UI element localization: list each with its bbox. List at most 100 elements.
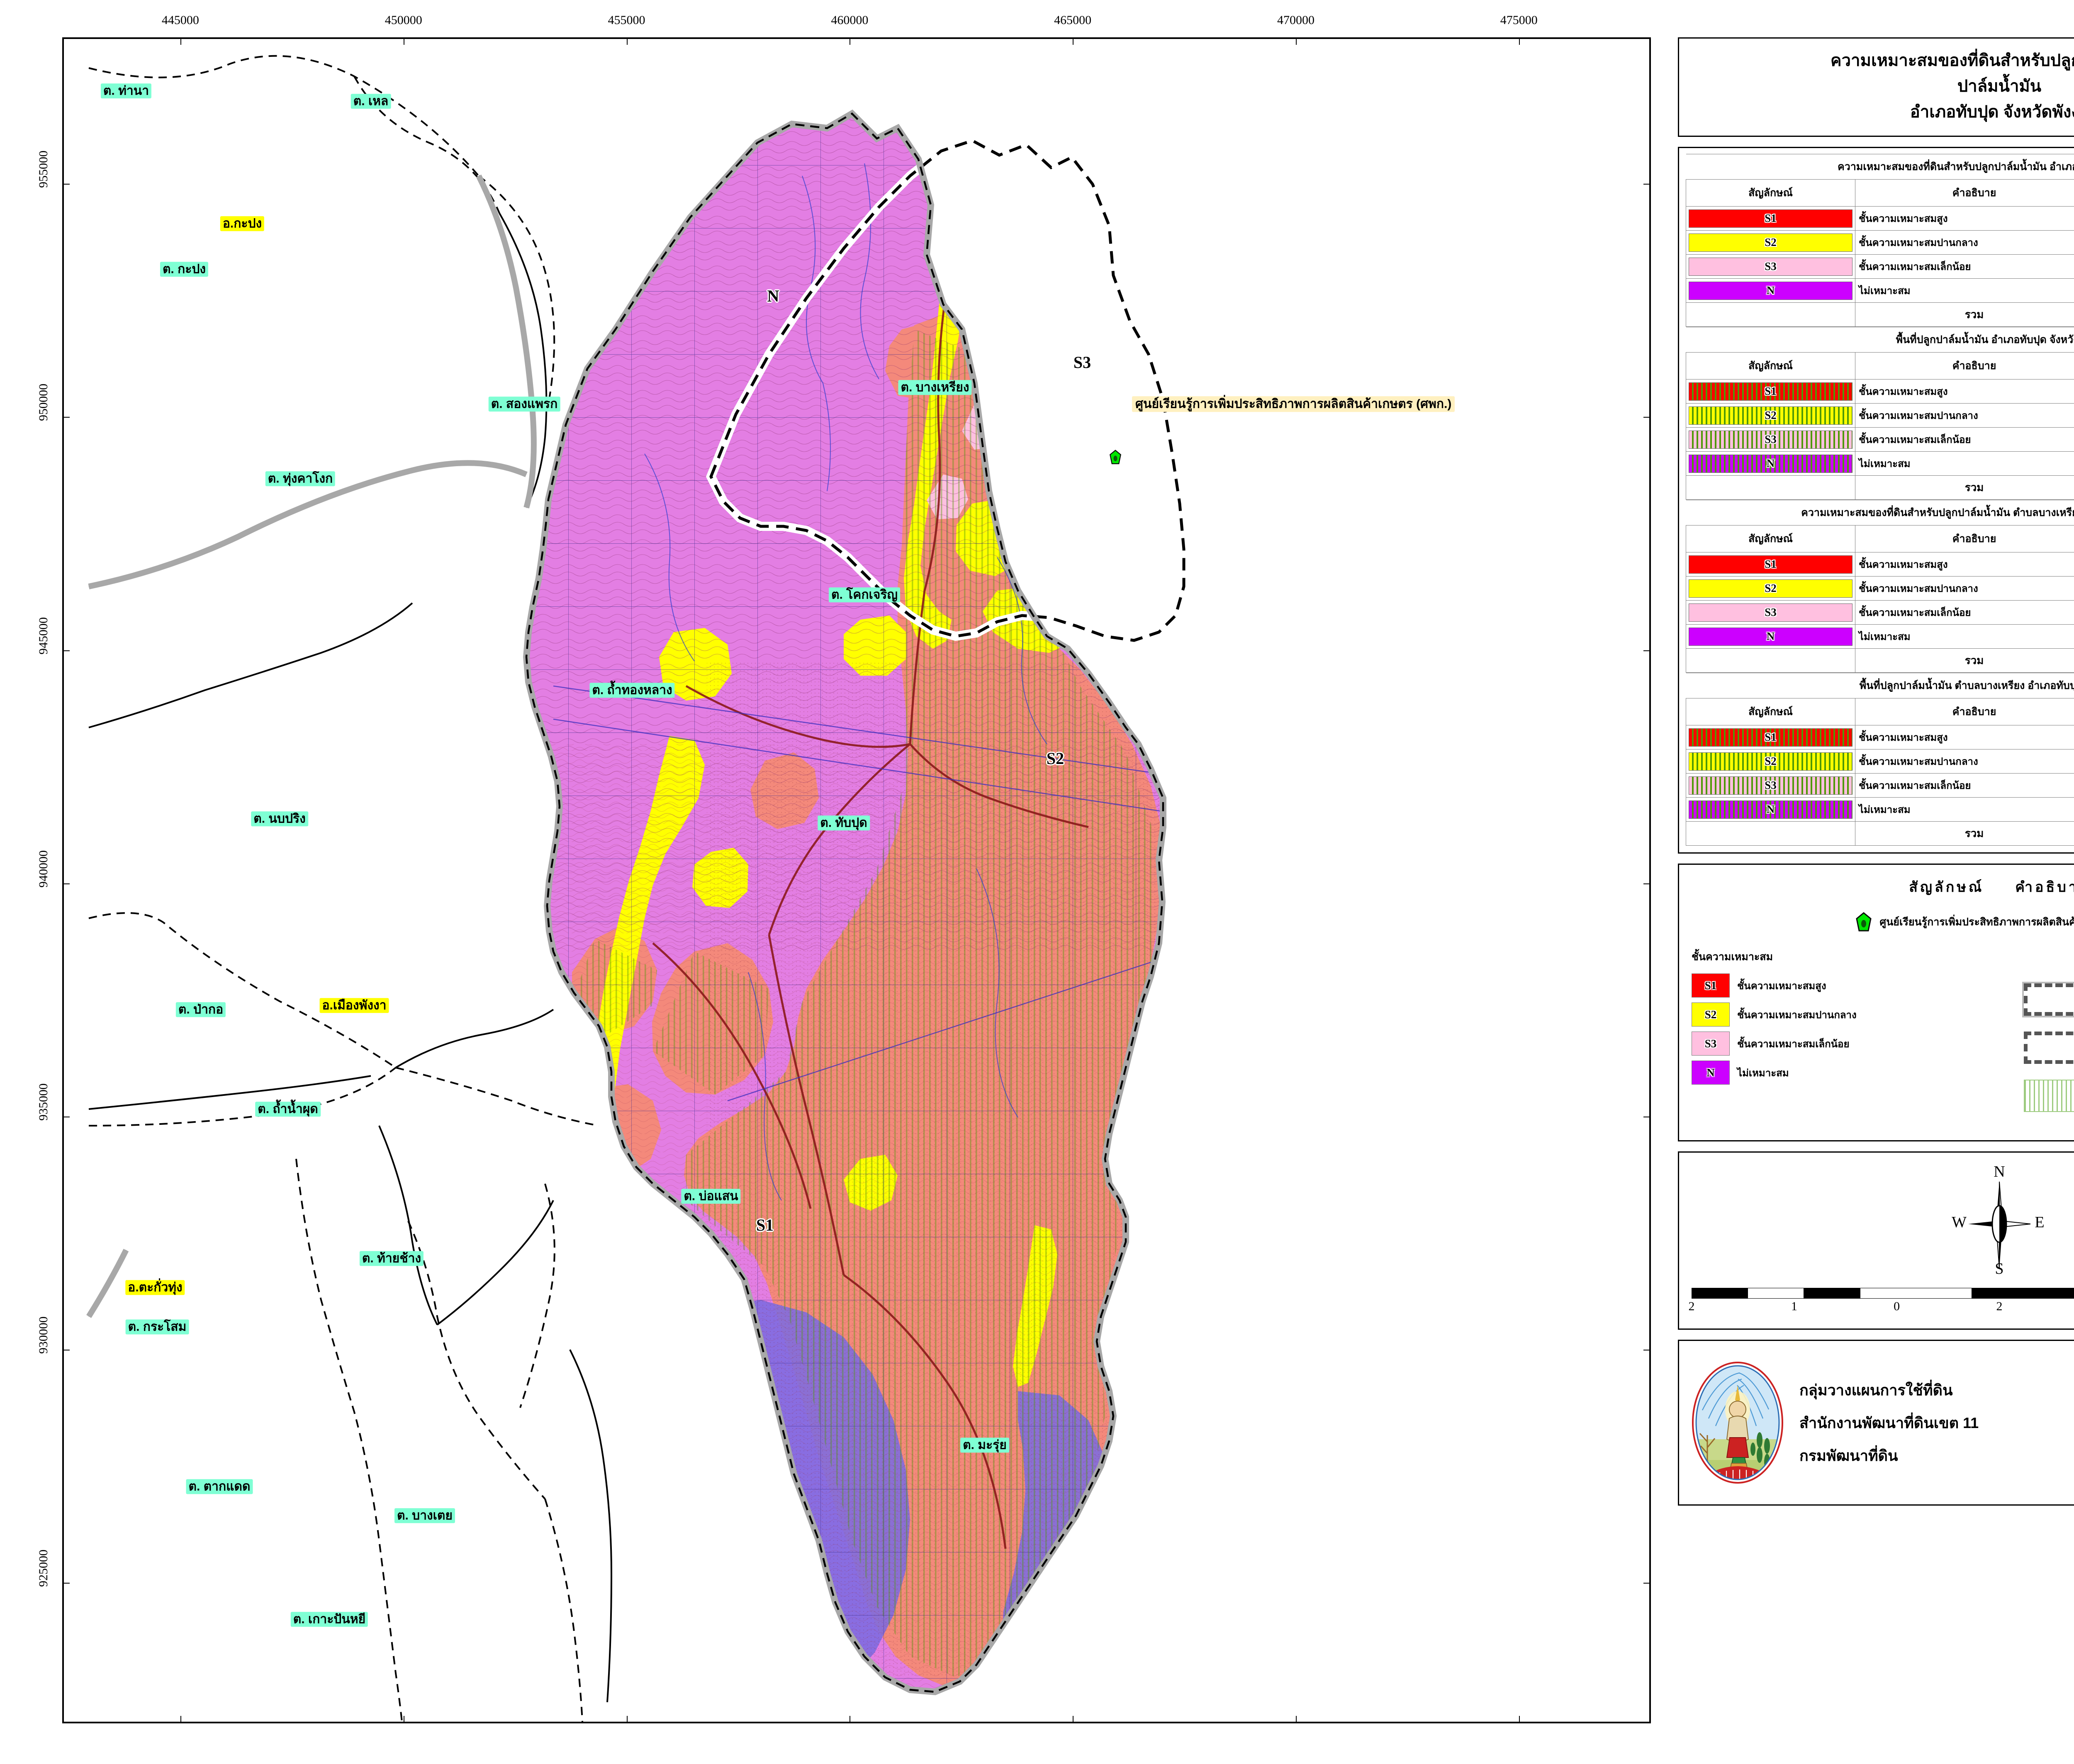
description-cell: ชั้นความเหมาะสมสูง: [1855, 725, 2074, 749]
table-header-cell-0: สัญลักษณ์: [1686, 352, 1855, 380]
symbol-cell: N: [1686, 278, 1855, 303]
legend-class-list: S1 ชั้นความเหมาะสมสูง S2 ชั้นความเหมาะสมปาน…: [1692, 973, 2024, 1128]
title-line-2: ปาล์มน้ำมัน: [1957, 77, 2042, 95]
total-spacer: [1686, 648, 1855, 673]
map-x-tick-label-6: 475000: [1500, 13, 1538, 27]
legend-class-label: ชั้นความเหมาะสมเล็กน้อย: [1737, 1038, 1850, 1050]
description-cell: ชั้นความเหมาะสมสูง: [1855, 552, 2074, 577]
symbol-cell: S1: [1686, 379, 1855, 404]
legend-boundary-list: ขอบเขตอำเภอขอบเขตตำบลพื้นที่ปลูกปาล์มน้ำ…: [2022, 973, 2074, 1128]
map-y-tickmark-2-1: [1643, 650, 1649, 651]
tambon-bangriang-boundary: [709, 139, 1185, 642]
map-label-class-23: S3: [1073, 353, 1091, 372]
legend-swatch-N: N: [1692, 1061, 1730, 1085]
swatch-N: N: [1689, 627, 1852, 646]
scale-bar-ticks: 2102468: [1689, 1299, 2074, 1316]
org-line-1: กลุ่มวางแผนการใช้ที่ดิน: [1799, 1381, 1953, 1399]
table-row: S3ชั้นความเหมาะสมเล็กน้อย1,5343.13: [1686, 600, 2074, 625]
swatch-S2: S2: [1689, 752, 1852, 771]
legend-swatch-S1: S1: [1692, 973, 1730, 998]
description-cell: ชั้นความเหมาะสมเล็กน้อย: [1855, 600, 2074, 625]
swatch-S1: S1: [1689, 382, 1852, 401]
map-label-tambon-4: ต. สองแพรก: [488, 397, 560, 411]
neighbour-solid-boundaries: [88, 213, 613, 1703]
sphk-pentagon-marker[interactable]: [1109, 450, 1122, 465]
description-cell: ชั้นความเหมาะสมเล็กน้อย: [1855, 773, 2074, 798]
legend-swatch-S3: S3: [1692, 1032, 1730, 1056]
map-x-tick-label-2: 455000: [608, 13, 645, 27]
map-label-tambon-3: ต. กะปง: [160, 262, 209, 277]
map-x-tickmark-5-1: [1295, 1716, 1297, 1722]
map-title-box: ความเหมาะสมของที่ดินสำหรับปลูกพืชเศรษฐกิ…: [1678, 37, 2074, 137]
map-x-tickmark-6-0: [1519, 39, 1520, 45]
symbol-cell: S1: [1686, 725, 1855, 749]
description-cell: ชั้นความเหมาะสมปานกลาง: [1855, 749, 2074, 774]
map-x-tick-label-1: 450000: [385, 13, 422, 27]
scale-tick-3: 2: [1996, 1299, 2003, 1313]
table-row: S2ชั้นความเหมาะสมปานกลาง2,9596.04: [1686, 576, 2074, 601]
legend-class-S2: S2 ชั้นความเหมาะสมปานกลาง: [1692, 1002, 2024, 1027]
legend-boundary-amphoe: ขอบเขตอำเภอ: [2022, 982, 2074, 1017]
table-row: S1ชั้นความเหมาะสมสูง5,97712.20: [1686, 552, 2074, 577]
total-label: รวม: [1855, 302, 2074, 327]
symbol-cell: S2: [1686, 576, 1855, 601]
symbol-cell: N: [1686, 624, 1855, 649]
map-label-amphoe-15: อ.ตะกั่วทุ่ง: [125, 1280, 185, 1295]
map-label-tambon-10: ต. นบปริง: [251, 811, 308, 826]
table-header-cell-1: คำอธิบาย: [1855, 179, 2074, 207]
legend-sphk-label: ศูนย์เรียนรู้การเพิ่มประสิทธิภาพการผลิตส…: [1879, 916, 2074, 928]
compass-n-text: N: [1994, 1165, 2005, 1180]
table-caption: พื้นที่ปลูกปาล์มน้ำมัน ตำบลบางเหรียง อำเ…: [1686, 673, 2074, 698]
neighbour-amphoe-halo: [86, 174, 537, 1318]
map-x-tickmark-6-1: [1519, 1716, 1520, 1722]
map-x-tickmark-0-1: [180, 1716, 181, 1722]
swatch-N: N: [1689, 800, 1852, 819]
map-x-tick-label-4: 465000: [1054, 13, 1092, 27]
symbol-cell: N: [1686, 451, 1855, 476]
map-y-tickmark-1-0: [64, 417, 70, 418]
title-line-3: อำเภอทับปุด จังหวัดพังงา: [1910, 103, 2074, 121]
map-y-tick-label-1: 950000: [37, 384, 50, 421]
total-label: รวม: [1855, 475, 2074, 500]
swatch-S1: S1: [1689, 728, 1852, 747]
swatch-S3: S3: [1689, 257, 1852, 276]
symbol-cell: S3: [1686, 600, 1855, 625]
table-row: S1ชั้นความเหมาะสมสูง59,55732.23: [1686, 206, 2074, 231]
description-cell: ชั้นความเหมาะสมสูง: [1855, 206, 2074, 231]
swatch-S3: S3: [1689, 776, 1852, 795]
legend-panel: สัญลักษณ์ คำอธิบาย ศูนย์เรียนรู้การเพิ่ม…: [1678, 864, 2074, 1141]
north-arrow: N S W E: [1952, 1163, 2047, 1279]
map-x-tickmark-4-0: [1073, 39, 1074, 45]
statistics-tables: ความเหมาะสมของที่ดินสำหรับปลูกปาล์มน้ำมั…: [1678, 147, 2074, 854]
swatch-S1: S1: [1689, 555, 1852, 574]
map-label-amphoe-2: อ.กะปง: [220, 216, 265, 231]
map-label-class-25: S1: [756, 1216, 774, 1234]
map-label-tambon-5: ต. ทุ่งคาโงก: [265, 471, 336, 486]
map-canvas[interactable]: ต. ท่านา ต. เหล อ.กะปง ต. กะปง ต. สองแพรก ต. …: [64, 39, 1649, 1722]
swatch-S2: S2: [1689, 579, 1852, 598]
table-row: Nไม่เหมาะสม38,53478.63: [1686, 624, 2074, 649]
legend-header: สัญลักษณ์ คำอธิบาย: [1692, 876, 2074, 898]
right-column: ความเหมาะสมของที่ดินสำหรับปลูกพืชเศรษฐกิ…: [1678, 37, 2074, 1506]
description-cell: ชั้นความเหมาะสมเล็กน้อย: [1855, 427, 2074, 452]
table-row: S2ชั้นความเหมาะสมปานกลาง15,3398.30: [1686, 230, 2074, 255]
map-panel[interactable]: ต. ท่านา ต. เหล อ.กะปง ต. กะปง ต. สองแพรก ต. …: [37, 13, 1651, 1723]
legend-sphk-row: ศูนย์เรียนรู้การเพิ่มประสิทธิภาพการผลิตส…: [1692, 912, 2074, 932]
scale-bar: Kilometers 2102468: [1689, 1288, 2074, 1316]
table-header-cell-1: คำอธิบาย: [1855, 698, 2074, 725]
map-label-amphoe-12: อ.เมืองพังงา: [319, 998, 389, 1013]
map-y-tickmark-0-0: [64, 184, 70, 185]
swatch-S3: S3: [1689, 430, 1852, 449]
stats-table-2: พื้นที่ปลูกปาล์มน้ำมัน อำเภอทับปุด จังหว…: [1686, 327, 2074, 500]
compass-e-text: E: [2035, 1214, 2044, 1231]
legend-boundary-swatch-amphoe: [2022, 982, 2074, 1017]
swatch-S2: S2: [1689, 406, 1852, 425]
sphk-pentagon-icon: [1856, 912, 1872, 932]
scale-tick-2: 0: [1894, 1299, 1900, 1313]
symbol-cell: S1: [1686, 552, 1855, 577]
total-label: รวม: [1855, 648, 2074, 673]
symbol-cell: S3: [1686, 254, 1855, 279]
map-y-tick-label-4: 935000: [37, 1083, 50, 1121]
swatch-S1: S1: [1689, 209, 1852, 228]
